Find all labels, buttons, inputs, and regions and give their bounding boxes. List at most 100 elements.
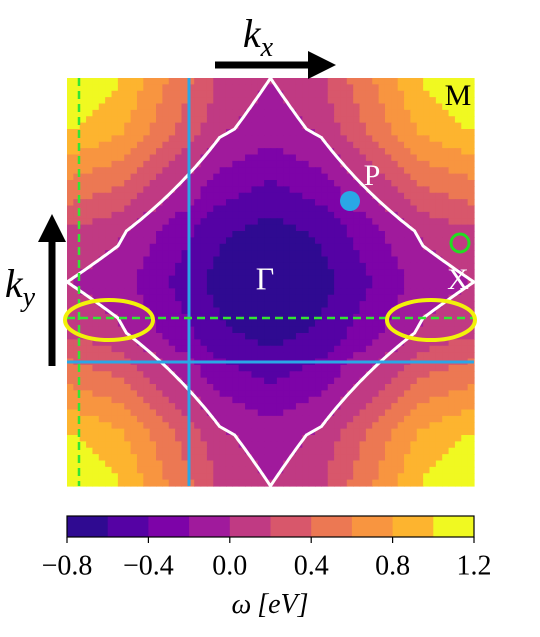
contour-cell <box>423 78 431 85</box>
contour-cell <box>346 78 354 85</box>
contour-cell <box>187 84 195 92</box>
contour-cell <box>257 288 265 296</box>
contour-cell <box>175 262 183 270</box>
contour-cell <box>416 435 424 442</box>
contour-cell <box>117 339 125 347</box>
contour-cell <box>143 141 151 149</box>
colorbar-unit: [eV] <box>257 589 308 620</box>
contour-cell <box>340 447 348 455</box>
contour-cell <box>156 256 163 264</box>
contour-cell <box>315 396 322 404</box>
contour-cell <box>149 256 157 264</box>
contour-cell <box>92 116 100 124</box>
contour-cell <box>105 192 113 200</box>
contour-cell <box>105 454 113 462</box>
contour-cell <box>340 141 348 149</box>
contour-cell <box>225 192 233 200</box>
contour-cell <box>295 218 303 226</box>
contour-cell <box>289 243 297 251</box>
contour-cell <box>73 154 81 162</box>
contour-cell <box>264 422 272 430</box>
contour-cell <box>251 447 259 455</box>
contour-cell <box>238 103 246 111</box>
contour-cell <box>442 256 450 264</box>
contour-cell <box>429 409 437 417</box>
contour-cell <box>264 320 272 328</box>
contour-cell <box>124 313 132 321</box>
contour-cell <box>187 275 195 283</box>
contour-cell <box>111 428 119 436</box>
contour-cell <box>200 409 208 417</box>
contour-cell <box>378 243 386 251</box>
p-label: P <box>364 159 381 192</box>
contour-cell <box>111 371 119 379</box>
contour-cell <box>391 205 399 213</box>
contour-cell <box>124 84 132 92</box>
contour-cell <box>206 301 214 309</box>
contour-cell <box>283 122 291 130</box>
contour-cell <box>397 473 405 481</box>
contour-cell <box>194 141 202 149</box>
contour-cell <box>219 192 227 200</box>
contour-cell <box>162 409 170 417</box>
contour-cell <box>404 428 412 436</box>
contour-cell <box>79 167 87 175</box>
contour-cell <box>200 307 208 315</box>
contour-cell <box>442 422 450 430</box>
contour-cell <box>327 415 335 423</box>
contour-cell <box>86 224 94 232</box>
contour-cell <box>86 78 94 85</box>
contour-cell <box>384 294 392 302</box>
contour-cell <box>346 473 354 481</box>
contour-cell <box>162 160 170 168</box>
contour-cell <box>67 377 74 385</box>
contour-cell <box>276 167 284 175</box>
contour-cell <box>156 103 163 111</box>
contour-cell <box>86 396 94 404</box>
contour-cell <box>124 97 132 105</box>
contour-cell <box>283 294 291 302</box>
contour-cell <box>136 173 144 181</box>
contour-cell <box>378 409 386 417</box>
contour-cell <box>86 269 94 277</box>
contour-cell <box>149 371 157 379</box>
contour-cell <box>213 129 221 136</box>
contour-cell <box>334 313 342 321</box>
contour-cell <box>264 154 272 162</box>
contour-cell <box>175 154 183 162</box>
contour-cell <box>289 275 297 283</box>
contour-cell <box>359 141 367 149</box>
contour-cell <box>251 148 259 156</box>
colorbar-band <box>311 516 353 537</box>
contour-cell <box>442 294 450 302</box>
contour-cell <box>156 224 163 232</box>
contour-cell <box>181 250 189 258</box>
contour-cell <box>175 109 183 117</box>
contour-cell <box>232 403 240 411</box>
contour-cell <box>416 396 424 404</box>
contour-cell <box>79 180 87 187</box>
contour-cell <box>467 211 475 219</box>
contour-cell <box>276 129 284 136</box>
contour-cell <box>295 479 303 487</box>
contour-cell <box>117 377 125 385</box>
contour-cell <box>454 218 462 226</box>
contour-cell <box>156 129 163 136</box>
contour-cell <box>67 231 74 238</box>
contour-cell <box>251 307 259 315</box>
contour-cell <box>251 262 259 270</box>
contour-cell <box>73 415 81 423</box>
contour-cell <box>353 154 361 162</box>
contour-cell <box>73 256 81 264</box>
contour-cell <box>410 116 418 124</box>
contour-cell <box>270 256 278 264</box>
contour-cell <box>334 148 342 156</box>
contour-cell <box>225 294 233 302</box>
contour-cell <box>289 422 297 430</box>
contour-cell <box>302 460 310 468</box>
contour-cell <box>156 396 163 404</box>
contour-cell <box>238 294 246 302</box>
contour-cell <box>200 326 208 334</box>
contour-cell <box>442 243 450 251</box>
contour-cell <box>270 447 278 455</box>
